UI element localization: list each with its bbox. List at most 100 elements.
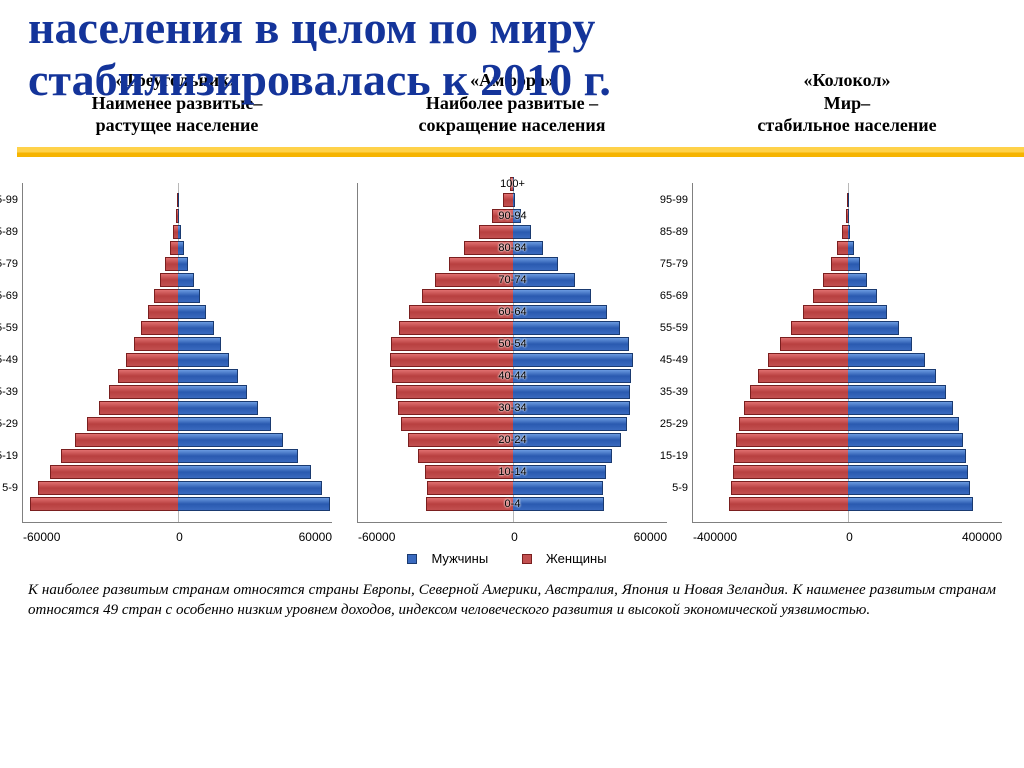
bar-row <box>23 305 332 319</box>
age-label: 25-29 <box>660 418 688 430</box>
x-ticks: -400000 0 400000 <box>693 530 1002 544</box>
bar-female <box>449 257 512 271</box>
age-label: 15-19 <box>660 450 688 462</box>
bar-row <box>23 385 332 399</box>
legend-female-label: Женщины <box>546 551 607 566</box>
bar-male <box>513 401 631 415</box>
bar-female <box>427 481 512 495</box>
bar-female <box>396 385 512 399</box>
bar-male <box>513 385 631 399</box>
bar-male <box>513 497 605 511</box>
charts-row: «Треугольник» Наименее развитые– растуще… <box>0 69 1024 523</box>
bar-female <box>479 225 513 239</box>
bar-female <box>823 273 848 287</box>
bar-male <box>178 225 181 239</box>
age-label: 75-79 <box>660 258 688 270</box>
age-label: 80-84 <box>498 242 526 254</box>
x-ticks: -60000 0 60000 <box>358 530 667 544</box>
age-label: 25-29 <box>0 418 18 430</box>
bar-row <box>693 209 1002 223</box>
bar-row <box>23 337 332 351</box>
bar-row <box>358 481 667 495</box>
bar-row <box>693 353 1002 367</box>
bar-female <box>75 433 178 447</box>
bar-row <box>23 241 332 255</box>
age-label: 70-74 <box>498 274 526 286</box>
bar-row <box>693 449 1002 463</box>
bar-row <box>23 449 332 463</box>
bar-male <box>848 193 849 207</box>
bar-female <box>134 337 177 351</box>
bar-male <box>513 481 603 495</box>
square-icon <box>407 554 417 564</box>
age-label: 95-99 <box>660 194 688 206</box>
bar-male <box>513 305 607 319</box>
chart-amphora: «Амфора» Наиболее развитые – сокращение … <box>347 69 677 523</box>
bar-female <box>791 321 847 335</box>
bar-row <box>693 417 1002 431</box>
bar-male <box>848 481 971 495</box>
age-label: 20-24 <box>498 434 526 446</box>
bar-row <box>23 209 332 223</box>
bar-row <box>693 241 1002 255</box>
bar-female <box>736 433 848 447</box>
x-tick: 0 <box>846 530 853 544</box>
bar-male <box>178 401 259 415</box>
bar-female <box>126 353 177 367</box>
bar-row <box>358 385 667 399</box>
bar-female <box>768 353 847 367</box>
bar-male <box>848 241 855 255</box>
bar-female <box>148 305 177 319</box>
bar-male <box>178 465 311 479</box>
age-label: 65-69 <box>660 290 688 302</box>
bar-female <box>837 241 847 255</box>
bar-male <box>848 209 849 223</box>
bar-male <box>178 497 330 511</box>
bar-male <box>848 497 974 511</box>
bar-female <box>109 385 177 399</box>
bar-row <box>23 321 332 335</box>
bar-female <box>154 289 177 303</box>
age-label: 15-19 <box>0 450 18 462</box>
bar-row <box>693 273 1002 287</box>
bar-male <box>848 401 954 415</box>
bar-female <box>398 401 513 415</box>
bar-row <box>693 401 1002 415</box>
bar-female <box>758 369 847 383</box>
bar-female <box>87 417 177 431</box>
bar-row <box>23 289 332 303</box>
bar-male <box>178 193 179 207</box>
age-label: 55-59 <box>660 322 688 334</box>
age-label: 35-39 <box>660 386 688 398</box>
bar-male <box>513 321 620 335</box>
bar-row <box>23 273 332 287</box>
age-label: 35-39 <box>0 386 18 398</box>
bar-row <box>23 481 332 495</box>
bar-row <box>693 305 1002 319</box>
bar-female <box>391 337 512 351</box>
bar-female <box>503 193 512 207</box>
bar-row <box>23 353 332 367</box>
bar-male <box>848 321 900 335</box>
bar-row <box>23 193 332 207</box>
age-label: 50-54 <box>498 338 526 350</box>
bar-row <box>693 481 1002 495</box>
bar-row <box>23 433 332 447</box>
bar-male <box>178 321 214 335</box>
bar-male <box>513 257 558 271</box>
bar-row <box>358 353 667 367</box>
footnote: К наиболее развитым странам относятся ст… <box>0 566 1024 621</box>
bar-female <box>118 369 177 383</box>
bar-male <box>848 305 888 319</box>
bar-row <box>358 257 667 271</box>
legend-female: Женщины <box>522 551 617 566</box>
bar-female <box>50 465 178 479</box>
bar-female <box>401 417 512 431</box>
bar-female <box>38 481 178 495</box>
bar-female <box>170 241 178 255</box>
bar-row <box>693 369 1002 383</box>
bar-female <box>731 481 847 495</box>
bar-male <box>513 289 592 303</box>
legend-male-label: Мужчины <box>431 551 488 566</box>
bar-female <box>390 353 513 367</box>
